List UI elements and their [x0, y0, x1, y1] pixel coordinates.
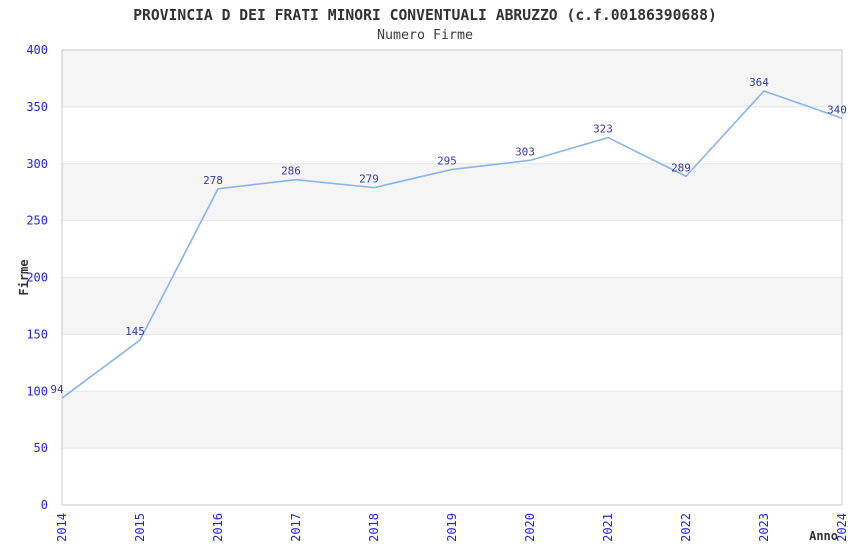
x-tick-label: 2020: [523, 513, 537, 542]
data-point-label: 295: [437, 154, 457, 167]
data-point-label: 94: [50, 383, 64, 396]
y-tick-label: 0: [41, 498, 48, 512]
x-tick-label: 2019: [445, 513, 459, 542]
y-tick-label: 200: [26, 271, 48, 285]
y-tick-label: 50: [34, 441, 48, 455]
x-tick-label: 2022: [679, 513, 693, 542]
x-axis-title: Anno: [809, 529, 838, 543]
data-point-label: 279: [359, 173, 379, 186]
plot-band: [62, 391, 842, 449]
plot-border: [61, 49, 843, 506]
chart-title: PROVINCIA D DEI FRATI MINORI CONVENTUALI…: [133, 7, 717, 24]
y-tick-label: 350: [26, 100, 48, 114]
data-point-label: 278: [203, 174, 223, 187]
data-point-label: 145: [125, 325, 145, 338]
y-axis-title: Firme: [17, 259, 31, 295]
data-point-label: 303: [515, 145, 535, 158]
data-line: [61, 90, 843, 399]
x-tick-label: 2017: [289, 513, 303, 542]
plot-band: [62, 163, 842, 221]
plot-band: [62, 277, 842, 335]
data-point-label: 364: [749, 76, 769, 89]
x-tick-label: 2015: [133, 513, 147, 542]
data-point-label: 323: [593, 123, 613, 136]
x-tick-label: 2021: [601, 513, 615, 542]
x-tick-label: 2016: [211, 513, 225, 542]
x-tick-label: 2023: [757, 513, 771, 542]
y-tick-label: 100: [26, 384, 48, 398]
y-tick-label: 250: [26, 214, 48, 228]
plot-band: [62, 50, 842, 107]
y-tick-label: 300: [26, 157, 48, 171]
x-tick-label: 2024: [835, 513, 849, 542]
y-tick-label: 150: [26, 327, 48, 341]
x-tick-label: 2018: [367, 513, 381, 542]
y-tick-label: 400: [26, 43, 48, 57]
x-tick-label: 2014: [55, 513, 69, 542]
data-point-label: 340: [827, 103, 847, 116]
data-point-label: 289: [671, 161, 691, 174]
chart-subtitle: Numero Firme: [376, 28, 474, 43]
data-point-label: 286: [281, 165, 301, 178]
